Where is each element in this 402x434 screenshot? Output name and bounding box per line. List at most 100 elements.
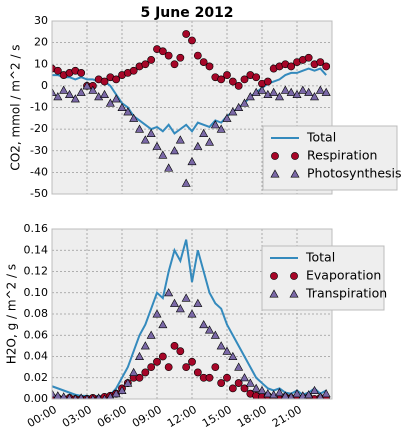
legend-label: Photosynthesis — [307, 166, 402, 181]
point — [223, 373, 231, 382]
point — [193, 51, 202, 60]
x-tick-label: 21:00 — [270, 403, 304, 430]
point — [158, 150, 168, 159]
point — [292, 389, 302, 398]
y-tick-label: 10 — [34, 57, 48, 70]
point — [239, 98, 250, 107]
point — [193, 368, 202, 377]
point — [77, 69, 86, 77]
legend-box — [261, 245, 385, 311]
point — [78, 393, 85, 399]
point — [134, 124, 145, 133]
legend-label: Total — [305, 250, 335, 265]
point — [251, 383, 261, 392]
legend-swatch — [270, 169, 280, 178]
point — [274, 388, 285, 397]
point — [204, 325, 215, 334]
legend-swatch — [290, 272, 298, 280]
point — [129, 113, 139, 122]
point — [146, 330, 156, 339]
y-tick-label: 0.16 — [24, 222, 49, 235]
point — [164, 51, 173, 60]
point — [164, 363, 173, 372]
y-tick-label: 0.10 — [24, 286, 49, 299]
point — [309, 385, 320, 395]
point — [252, 73, 261, 82]
point — [234, 379, 243, 387]
point — [223, 71, 231, 79]
point — [182, 30, 191, 38]
point — [292, 89, 302, 99]
point — [88, 85, 98, 94]
y-tick-label: -10 — [30, 101, 48, 114]
axes-frame — [51, 228, 333, 400]
point — [105, 98, 115, 107]
point — [158, 352, 167, 361]
axes-frame — [51, 20, 333, 195]
point — [210, 330, 220, 339]
point — [140, 341, 150, 350]
x-tick-label: 15:00 — [200, 403, 234, 430]
point — [100, 77, 109, 86]
point — [239, 373, 250, 382]
legend-label: Transpiration — [305, 286, 387, 301]
point — [204, 137, 215, 146]
y-tick-label: 0.08 — [24, 307, 49, 320]
point — [188, 36, 196, 45]
x-tick-label: 00:00 — [25, 403, 59, 430]
point — [52, 87, 57, 96]
point — [205, 373, 214, 382]
y-axis-label: CO2, mmol / m^2 / s — [9, 44, 23, 170]
point — [95, 393, 102, 399]
point — [287, 62, 296, 71]
y-tick-label: -20 — [30, 122, 48, 135]
point — [269, 390, 279, 399]
point — [263, 77, 272, 86]
point — [216, 124, 226, 133]
point — [298, 85, 308, 94]
point — [269, 87, 279, 96]
point — [234, 362, 244, 371]
point — [286, 87, 296, 96]
point — [147, 363, 156, 372]
point — [222, 346, 232, 355]
chart-title: 5 June 2012 — [140, 5, 233, 21]
point — [52, 389, 57, 398]
legend-swatch — [289, 289, 299, 298]
point — [251, 87, 261, 96]
point — [228, 384, 237, 393]
point — [257, 385, 267, 395]
legend-swatch — [290, 169, 300, 178]
point — [316, 58, 325, 66]
point — [176, 53, 185, 62]
point — [304, 390, 314, 399]
point — [187, 309, 197, 318]
point — [170, 341, 179, 350]
point — [53, 66, 62, 75]
point — [53, 391, 63, 399]
plot — [52, 239, 331, 399]
point — [309, 92, 320, 101]
point — [129, 367, 139, 376]
legend-label: Evaporation — [306, 268, 381, 283]
y-tick-label: -50 — [30, 187, 48, 200]
point — [111, 94, 121, 103]
point — [117, 385, 127, 395]
point — [175, 304, 185, 313]
point — [158, 47, 167, 56]
point — [152, 309, 162, 318]
point — [164, 163, 174, 172]
y-axis-label: H2O, g / m^2 / s — [5, 264, 19, 364]
point — [59, 392, 68, 399]
point — [321, 87, 331, 96]
point — [234, 102, 244, 111]
point — [175, 135, 185, 144]
point — [158, 320, 168, 329]
point — [205, 62, 214, 71]
legend-label: Total — [306, 130, 336, 145]
point — [245, 378, 255, 387]
y-tick-label: 0.02 — [24, 371, 49, 384]
point — [245, 92, 255, 101]
point — [82, 81, 92, 90]
point — [193, 141, 203, 150]
